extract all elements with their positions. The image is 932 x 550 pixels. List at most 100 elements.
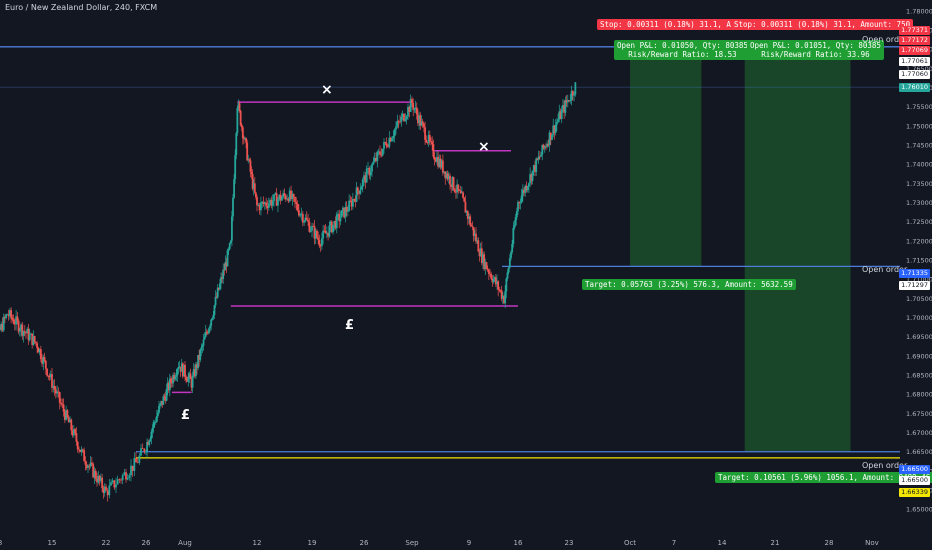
candle-body-335 [401,113,404,117]
candle-body-221 [255,192,257,198]
candle-body-242 [282,193,285,198]
candle-body-380 [456,184,459,193]
candle-body-353 [424,127,426,140]
candle-body-25 [15,316,17,325]
candle-body-105 [120,479,122,481]
x-tick-label-11: 23 [565,539,574,547]
candle-body-145 [172,375,174,384]
candle-body-275 [324,231,327,234]
candle-body-416 [498,289,501,291]
price-tag-7: 1.71335 [899,269,930,278]
x-tick-label-14: 14 [718,539,727,547]
candle-body-129 [154,421,157,423]
candle-body-414 [496,281,498,285]
candle-body-333 [399,121,401,123]
candle-body-102 [115,484,117,488]
candle-body-435 [520,195,523,203]
open-order-label-3[interactable]: Open order [862,461,908,470]
candle-body-437 [523,189,525,193]
candle-body-110 [128,475,131,478]
candle-body-342 [411,99,413,104]
candle-body-325 [388,137,391,147]
candle-body-65 [65,410,68,420]
candle-body-274 [323,230,326,232]
candle-body-68 [69,419,71,423]
candle-body-101 [113,480,116,488]
candle-body-141 [167,382,170,391]
candle-body-383 [459,190,462,194]
candle-body-124 [149,438,152,442]
candle-body-85 [90,462,93,464]
candle-body-340 [408,106,411,112]
candle-body-248 [290,190,292,200]
candle-body-279 [329,221,332,226]
candle-body-379 [455,191,457,193]
candle-body-118 [141,448,144,450]
candle-body-321 [383,142,385,149]
candle-body-71 [72,429,75,436]
candle-body-252 [295,202,298,204]
candle-body-207 [239,110,242,126]
candle-body-16 [4,316,6,318]
x-tick-label-9: 9 [467,539,471,547]
y-tick-label-10: 1.73000 [906,199,932,207]
stop-label-1[interactable]: Stop: 0.00311 (0.18%) 31.1, Amount: [597,19,762,30]
candle-body-24 [13,323,16,325]
drawn-lines [172,101,518,394]
open-order-label-2[interactable]: Open order [862,265,908,274]
candle-body-50 [46,368,48,376]
candle-body-223 [257,204,260,206]
candle-body-405 [485,262,488,270]
pnl-box-2[interactable]: Open P&L: 0.01051, Qty: 80385 Risk/Rewar… [747,40,884,60]
candle-body-334 [400,116,403,122]
candle-body-391 [469,216,472,226]
candle-body-194 [225,262,228,267]
y-tick-label-5: 1.75500 [906,103,932,111]
candle-body-295 [349,200,352,202]
candle-body-464 [555,122,558,125]
candle-body-148 [175,375,178,377]
candle-body-429 [513,225,516,228]
candle-body-115 [136,462,139,464]
candle-body-389 [466,211,469,219]
open-order-label-1[interactable]: Open order [862,35,908,44]
candle-body-382 [458,190,461,192]
candle-body-361 [433,156,436,160]
candle-body-280 [330,221,333,233]
candle-body-354 [425,139,428,143]
candle-body-113 [133,458,136,471]
candle-body-271 [319,245,322,247]
stop-label-2[interactable]: Stop: 0.00311 (0.18%) 31.1, Amount: 750 [731,19,914,30]
candle-body-358 [430,141,432,142]
target-label-1[interactable]: Target: 0.05763 (3.25%) 576.3, Amount: 5… [582,279,796,290]
candle-body-48 [43,357,46,361]
candle-body-167 [196,364,198,368]
candle-body-349 [419,115,422,126]
candle-body-432 [517,202,519,212]
target-label-2[interactable]: Target: 0.10561 (5.96%) 1056.1, Amount: … [715,472,932,483]
x-tick-label-7: 26 [360,539,369,547]
candle-body-442 [529,174,532,184]
candle-body-176 [205,331,208,333]
candle-body-135 [161,401,164,405]
candle-body-112 [131,465,134,471]
candle-body-28 [18,330,21,332]
candle-body-241 [280,197,283,201]
pnl-box-1[interactable]: Open P&L: 0.01050, Qty: 80385 Risk/Rewar… [614,40,751,60]
candle-body-347 [417,114,419,124]
candle-body-263 [309,230,312,232]
candle-body-23 [12,319,15,324]
candle-body-456 [546,143,549,147]
candle-body-467 [559,111,562,119]
candle-body-381 [457,184,460,191]
candle-body-29 [20,324,22,331]
candle-body-420 [503,295,505,304]
candle-body-74 [76,441,79,450]
candle-body-360 [432,144,435,157]
candle-body-259 [304,217,307,222]
candle-body-282 [333,220,336,225]
candle-body-254 [298,210,300,216]
candle-body-417 [499,289,502,291]
candle-body-211 [244,138,246,140]
